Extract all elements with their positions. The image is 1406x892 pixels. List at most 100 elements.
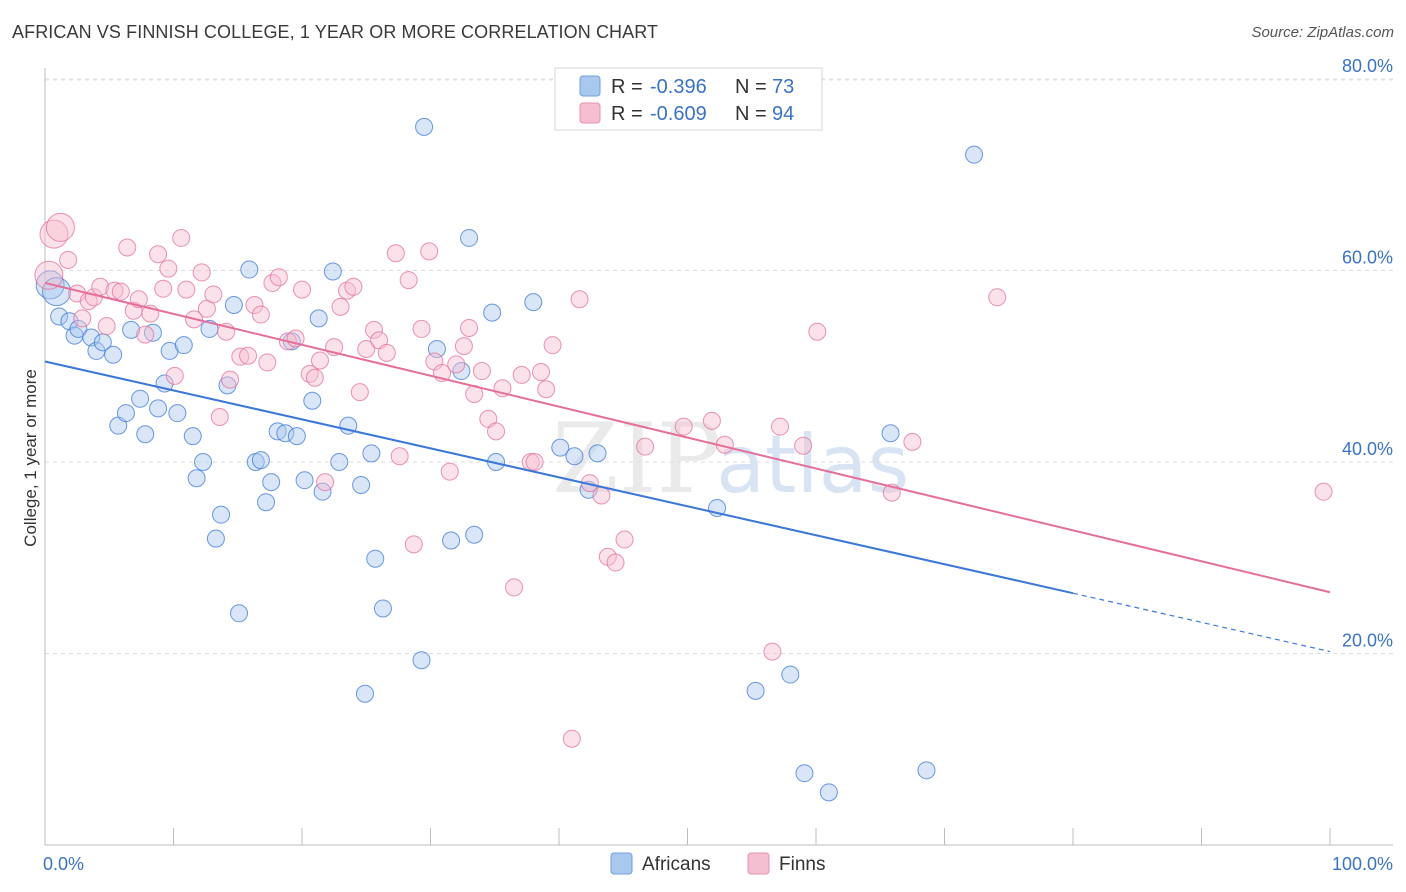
point-africans	[230, 604, 249, 623]
point-finns	[34, 260, 64, 290]
legend-n-finns: 94	[772, 103, 794, 125]
point-africans	[781, 665, 800, 684]
point-finns	[192, 263, 211, 282]
point-finns	[420, 242, 439, 261]
point-finns	[386, 244, 405, 263]
point-finns	[592, 486, 611, 505]
point-finns	[251, 305, 270, 324]
point-africans	[131, 389, 150, 408]
point-finns	[399, 271, 418, 290]
point-finns	[440, 462, 459, 481]
point-finns	[447, 355, 466, 374]
point-finns	[472, 362, 491, 381]
legend-n-label-finns: N =	[735, 103, 767, 125]
point-finns	[305, 368, 324, 387]
correlation-legend: R = -0.396 N = 73 R = -0.609 N = 94	[554, 67, 823, 131]
point-africans	[483, 303, 502, 322]
y-tick-labels: 20.0% 40.0% 60.0% 80.0%	[1342, 56, 1393, 651]
trend-line-africans	[44, 360, 1074, 595]
point-africans	[50, 307, 69, 326]
point-finns	[159, 259, 178, 278]
point-africans	[122, 320, 141, 339]
point-africans	[362, 444, 381, 463]
point-finns	[172, 228, 191, 247]
point-finns	[454, 337, 473, 356]
legend-r-finns: -0.609	[650, 103, 707, 125]
point-finns	[344, 277, 363, 296]
point-finns	[165, 366, 184, 385]
point-finns	[903, 432, 922, 451]
point-africans	[373, 599, 392, 618]
point-finns	[97, 317, 116, 336]
point-africans	[136, 425, 155, 444]
point-africans	[276, 424, 295, 443]
point-africans	[187, 469, 206, 488]
point-finns	[331, 297, 350, 316]
point-finns	[674, 417, 693, 436]
point-africans	[287, 427, 306, 446]
legend-n-africans: 73	[772, 76, 794, 98]
point-africans	[206, 529, 225, 548]
trend-lines	[44, 281, 1331, 653]
point-africans	[309, 309, 328, 328]
point-africans	[565, 447, 584, 466]
point-africans	[143, 323, 162, 342]
point-africans	[82, 328, 101, 347]
legend-swatch-africans	[579, 75, 601, 97]
point-finns	[269, 268, 288, 287]
legend-swatch-finns	[579, 102, 601, 124]
y-tick-label: 20.0%	[1342, 631, 1393, 651]
point-africans	[524, 293, 543, 312]
point-finns	[231, 347, 250, 366]
point-africans	[268, 422, 287, 441]
point-finns	[364, 320, 383, 339]
point-africans	[212, 505, 231, 524]
bottom-swatch-finns	[747, 852, 770, 875]
point-finns	[487, 422, 506, 441]
point-africans	[746, 681, 765, 700]
point-africans	[917, 761, 936, 780]
point-finns	[543, 336, 562, 355]
trend-extension-africans	[1072, 592, 1331, 653]
point-finns	[310, 351, 329, 370]
point-africans	[69, 319, 88, 338]
point-africans	[257, 493, 276, 512]
point-finns	[73, 309, 92, 328]
point-africans	[588, 444, 607, 463]
y-tick-label: 80.0%	[1342, 56, 1393, 76]
point-africans	[881, 424, 900, 443]
point-finns	[245, 295, 264, 314]
point-africans	[174, 336, 193, 355]
point-finns	[258, 353, 277, 372]
point-finns	[204, 285, 223, 304]
point-finns	[149, 245, 168, 264]
point-africans	[224, 295, 243, 314]
point-africans	[465, 525, 484, 544]
axes	[44, 68, 1393, 846]
point-finns	[239, 346, 258, 365]
point-africans	[355, 684, 374, 703]
series-legend: Africans Finns	[610, 852, 825, 875]
point-africans	[412, 651, 431, 670]
y-axis-label: College, 1 year or more	[21, 369, 40, 547]
point-finns	[111, 282, 130, 301]
point-finns	[221, 370, 240, 389]
point-finns	[118, 238, 137, 257]
point-finns	[390, 447, 409, 466]
trend-line-finns	[44, 281, 1331, 594]
point-finns	[460, 318, 479, 337]
point-finns	[59, 250, 78, 269]
point-finns	[45, 212, 75, 242]
point-africans	[323, 262, 342, 281]
point-finns	[525, 453, 544, 471]
point-africans	[116, 404, 135, 423]
legend-r-label-africans: R =	[611, 76, 643, 98]
chart-title: AFRICAN VS FINNISH COLLEGE, 1 YEAR OR MO…	[12, 22, 659, 42]
point-finns	[771, 417, 790, 436]
point-africans	[295, 471, 314, 490]
point-finns	[1314, 482, 1333, 501]
point-finns	[154, 279, 173, 298]
point-africans	[965, 145, 984, 164]
point-finns	[293, 280, 311, 299]
